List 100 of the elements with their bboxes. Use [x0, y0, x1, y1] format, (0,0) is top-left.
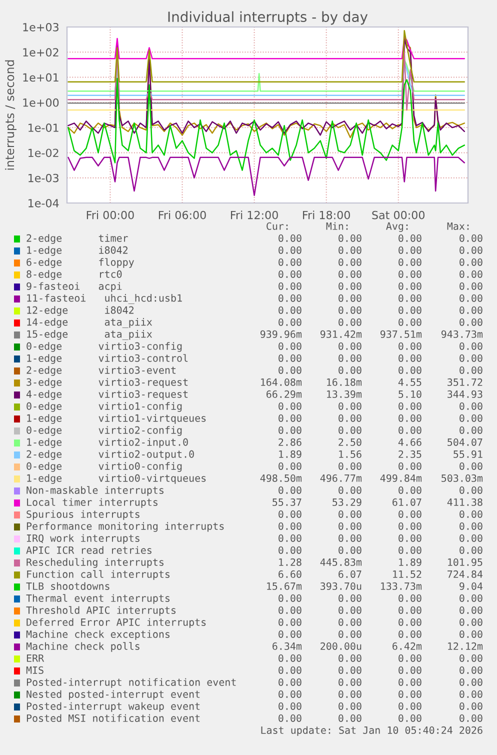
- text: 939.96m: [260, 330, 302, 338]
- text: 66.29m: [266, 390, 302, 398]
- text: 937.51m: [380, 330, 422, 338]
- legend-label: Machine check exceptions: [26, 630, 170, 640]
- legend-label: Function call interrupts: [27, 570, 170, 580]
- text: 0.00: [398, 630, 422, 638]
- text: 724.84: [448, 570, 483, 578]
- text: 411.38: [447, 498, 482, 506]
- text: 0.00: [460, 534, 482, 542]
- text: 0.00: [460, 282, 482, 290]
- y-axis-title: interrupts / second: [5, 60, 16, 170]
- text: 0.00: [278, 426, 302, 434]
- line-series: [68, 156, 466, 196]
- text: 0.00: [398, 282, 422, 290]
- text: 0.00: [338, 366, 362, 374]
- text: 496.77m: [320, 474, 362, 482]
- text: 4.55: [398, 378, 422, 386]
- legend-label: 11-fasteoi uhci_hcd:usb1: [27, 294, 182, 304]
- text: 0.00: [278, 234, 302, 242]
- text: 61.07: [392, 498, 422, 506]
- legend-label: Machine check polls: [26, 642, 140, 652]
- text: 445.83m: [320, 558, 362, 566]
- text: 0.00: [338, 534, 362, 542]
- text: 0.00: [398, 690, 422, 698]
- text: 0.00: [278, 270, 302, 278]
- text: 931.42m: [320, 330, 362, 338]
- text: 133.73m: [381, 582, 422, 590]
- text: 0.00: [460, 618, 482, 626]
- text: 503.03m: [442, 474, 483, 482]
- line-series: [68, 78, 466, 171]
- y-tick-label: 1e-04: [28, 198, 59, 208]
- text: 0.00: [278, 606, 302, 614]
- line-series: [68, 36, 466, 60]
- text: 0.00: [460, 654, 482, 662]
- text: 0.00: [460, 234, 482, 242]
- text: 0.00: [278, 306, 302, 314]
- text: 0.00: [338, 342, 362, 350]
- text: 0.00: [398, 306, 422, 314]
- legend-label: Thermal event interrupts: [26, 594, 170, 604]
- text: 0.00: [338, 606, 362, 614]
- text: 0.00: [398, 702, 422, 710]
- y-tick-label: 1e+01: [23, 73, 58, 82]
- text: 0.00: [278, 714, 302, 722]
- text: 0.00: [338, 414, 362, 422]
- text: 0.00: [398, 594, 422, 602]
- text: 0.00: [338, 306, 362, 314]
- y-tick-label: 1e-02: [28, 148, 58, 158]
- text: 0.00: [460, 546, 482, 554]
- text: 0.00: [278, 678, 302, 686]
- text: 11.52: [393, 570, 422, 578]
- line-series: [68, 30, 466, 82]
- text: 6.42m: [392, 642, 422, 650]
- text: 0.00: [278, 258, 302, 266]
- text: 0.00: [398, 294, 422, 302]
- legend-label: Local timer interrupts: [27, 498, 158, 508]
- legend-label: 1-edge virtio0-virtqueues: [27, 474, 206, 484]
- text: 55.91: [454, 450, 482, 458]
- text: 0.00: [278, 654, 302, 662]
- text: 53.29: [332, 498, 362, 506]
- text: 0.00: [278, 510, 302, 518]
- legend-label: 0-edge virtio3-config: [26, 342, 182, 352]
- text: 0.00: [398, 342, 422, 350]
- text: 351.72: [448, 378, 482, 386]
- text: 0.00: [398, 618, 422, 626]
- text: 0.00: [398, 714, 422, 722]
- legend-label: Nested posted-interrupt event: [26, 690, 200, 700]
- text: 0.00: [278, 534, 302, 542]
- text: Max:: [447, 222, 469, 230]
- text: 393.70u: [320, 582, 362, 590]
- text: 0.00: [338, 258, 362, 266]
- y-tick-label: 1e+02: [23, 48, 58, 57]
- text: 0.00: [398, 522, 422, 530]
- text: 0.00: [398, 354, 422, 362]
- text: 0.00: [278, 690, 302, 698]
- text: 0.00: [278, 342, 302, 350]
- text: 1.56: [339, 450, 362, 458]
- text: 1.28: [279, 558, 302, 566]
- text: Last update: Sat Jan 10 05:40:24 2026: [261, 726, 482, 736]
- text: 0.00: [338, 630, 362, 638]
- text: 0.00: [278, 666, 302, 674]
- text: 0.00: [460, 630, 482, 638]
- legend-label: 6-edge floppy: [26, 258, 134, 268]
- text: 0.00: [278, 402, 302, 410]
- text: 0.00: [338, 594, 362, 602]
- text: 0.00: [460, 306, 482, 314]
- text: 0.00: [398, 654, 422, 662]
- line-series: [68, 52, 466, 111]
- text: 0.00: [460, 714, 482, 722]
- text: 1.89: [279, 450, 302, 458]
- legend-label: IRQ work interrupts: [26, 534, 140, 544]
- text: 0.00: [278, 462, 302, 470]
- text: 0.00: [278, 486, 302, 494]
- text: 943.73m: [441, 330, 483, 338]
- text: 499.84m: [380, 474, 422, 482]
- text: 1.89: [399, 558, 422, 566]
- text: 2.86: [278, 438, 302, 446]
- legend-label: 0-edge virtio2-config: [26, 426, 182, 436]
- text: 13.39m: [327, 390, 362, 398]
- x-tick-label: Fri 12:00: [230, 210, 278, 220]
- text: 0.00: [278, 702, 302, 710]
